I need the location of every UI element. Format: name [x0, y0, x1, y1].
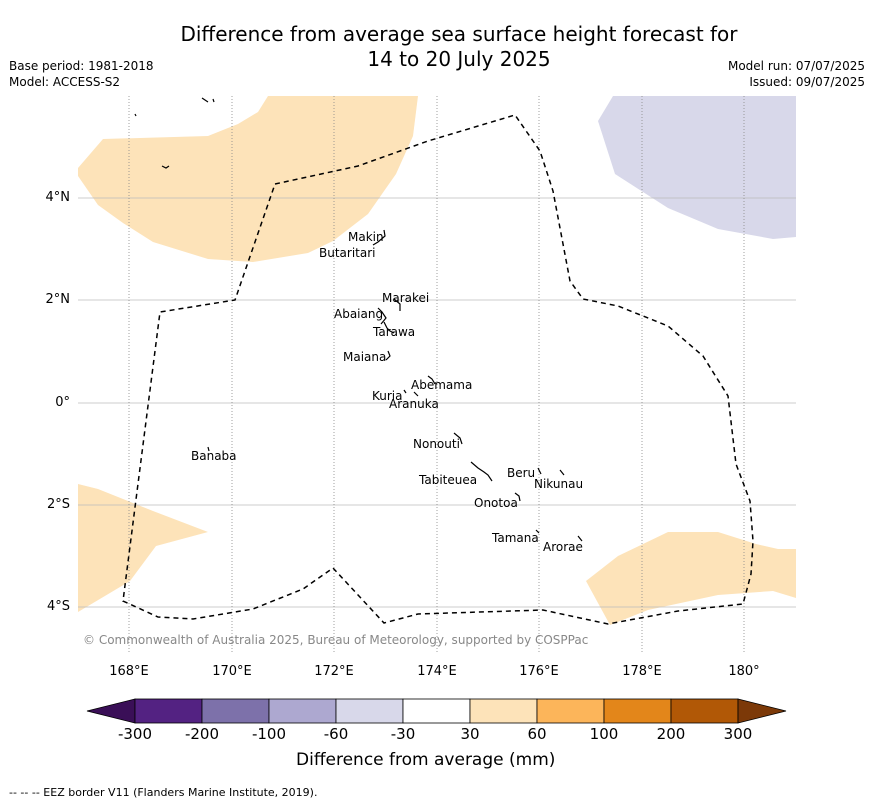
- colorbar-extend-high: [737, 698, 787, 724]
- colorbar-segment-3: [268, 698, 337, 724]
- issued-date: Issued: 09/07/2025: [749, 75, 865, 89]
- label-beru: Beru: [507, 466, 535, 480]
- label-marakei: Marakei: [382, 291, 429, 305]
- lon-tick-178e: 178°E: [622, 664, 662, 679]
- colorbar-label-4: -30: [390, 725, 416, 743]
- colorbar-label-3: -60: [323, 725, 349, 743]
- meta-left: Base period: 1981-2018 Model: ACCESS-S2: [9, 58, 154, 90]
- model-run: Model run: 07/07/2025: [727, 59, 865, 73]
- colorbar-label-5: 30: [460, 725, 480, 743]
- colorbar-segment-6: [469, 698, 538, 724]
- colorbar-segment-8: [603, 698, 672, 724]
- label-tamana: Tamana: [491, 531, 539, 545]
- colorbar-segment-7: [536, 698, 605, 724]
- colorbar-title: Difference from average (mm): [296, 750, 556, 770]
- label-tarawa: Tarawa: [372, 325, 415, 339]
- lon-tick-180: 180°: [728, 664, 760, 679]
- label-arorae: Arorae: [543, 540, 583, 554]
- lon-tick-172e: 172°E: [314, 664, 354, 679]
- label-kuria: Kuria: [372, 389, 403, 403]
- lat-tick-2s: 2°S: [46, 497, 70, 512]
- island-coastlines: [134, 97, 583, 542]
- colorbar-label-0: -300: [117, 725, 153, 743]
- colorbar-label-1: -200: [184, 725, 220, 743]
- colorbar-label-7: 100: [589, 725, 619, 743]
- label-nonouti: Nonouti: [413, 437, 460, 451]
- copyright: © Commonwealth of Australia 2025, Bureau…: [83, 633, 588, 647]
- colorbar-label-2: -100: [251, 725, 287, 743]
- label-abemama: Abemama: [411, 378, 472, 392]
- model-name: Model: ACCESS-S2: [9, 75, 121, 89]
- island-labels: Makin Butaritari Marakei Abaiang Tarawa …: [191, 230, 583, 554]
- map: Makin Butaritari Marakei Abaiang Tarawa …: [78, 96, 796, 653]
- lon-tick-174e: 174°E: [417, 664, 457, 679]
- colorbar-extend-low: [86, 698, 136, 724]
- eez-border: [122, 114, 754, 625]
- colorbar-segment-2: [201, 698, 270, 724]
- eez-legend-note: -- -- -- EEZ border V11 (Flanders Marine…: [9, 786, 318, 799]
- lat-tick-4s: 4°S: [46, 599, 70, 614]
- colorbar-segment-9: [670, 698, 739, 724]
- label-banaba: Banaba: [191, 449, 237, 463]
- lat-tick-2n: 2°N: [45, 292, 71, 307]
- label-onotoa: Onotoa: [474, 496, 518, 510]
- anomaly-region-southwest: [78, 484, 208, 612]
- colorbar-segment-1: [134, 698, 203, 724]
- colorbar-label-9: 300: [723, 725, 753, 743]
- anomaly-region-northwest: [78, 96, 418, 262]
- base-period: Base period: 1981-2018: [9, 59, 154, 73]
- gridlines: [78, 96, 796, 653]
- label-tabiteuea: Tabiteuea: [418, 473, 477, 487]
- label-makin: Makin: [348, 230, 384, 244]
- lat-tick-0: 0°: [55, 395, 70, 410]
- lon-tick-170e: 170°E: [212, 664, 252, 679]
- label-abaiang: Abaiang: [334, 307, 383, 321]
- meta-right: Model run: 07/07/2025 Issued: 09/07/2025: [728, 58, 865, 90]
- lon-tick-176e: 176°E: [519, 664, 559, 679]
- colorbar-segment-4: [335, 698, 404, 724]
- label-butaritari: Butaritari: [319, 246, 376, 260]
- lat-tick-4n: 4°N: [45, 190, 71, 205]
- anomaly-region-southeast: [586, 532, 796, 625]
- anomaly-region-northeast: [598, 96, 796, 239]
- colorbar: [86, 698, 787, 724]
- colorbar-segment-5: [402, 698, 471, 724]
- lon-tick-168e: 168°E: [109, 664, 149, 679]
- label-maiana: Maiana: [343, 350, 386, 364]
- colorbar-label-6: 60: [527, 725, 547, 743]
- chart-title: Difference from average sea surface heig…: [0, 22, 873, 72]
- title-line-2: 14 to 20 July 2025: [367, 47, 551, 71]
- label-nikunau: Nikunau: [534, 477, 583, 491]
- colorbar-label-8: 200: [656, 725, 686, 743]
- title-line-1: Difference from average sea surface heig…: [180, 22, 738, 46]
- label-aranuka: Aranuka: [389, 397, 439, 411]
